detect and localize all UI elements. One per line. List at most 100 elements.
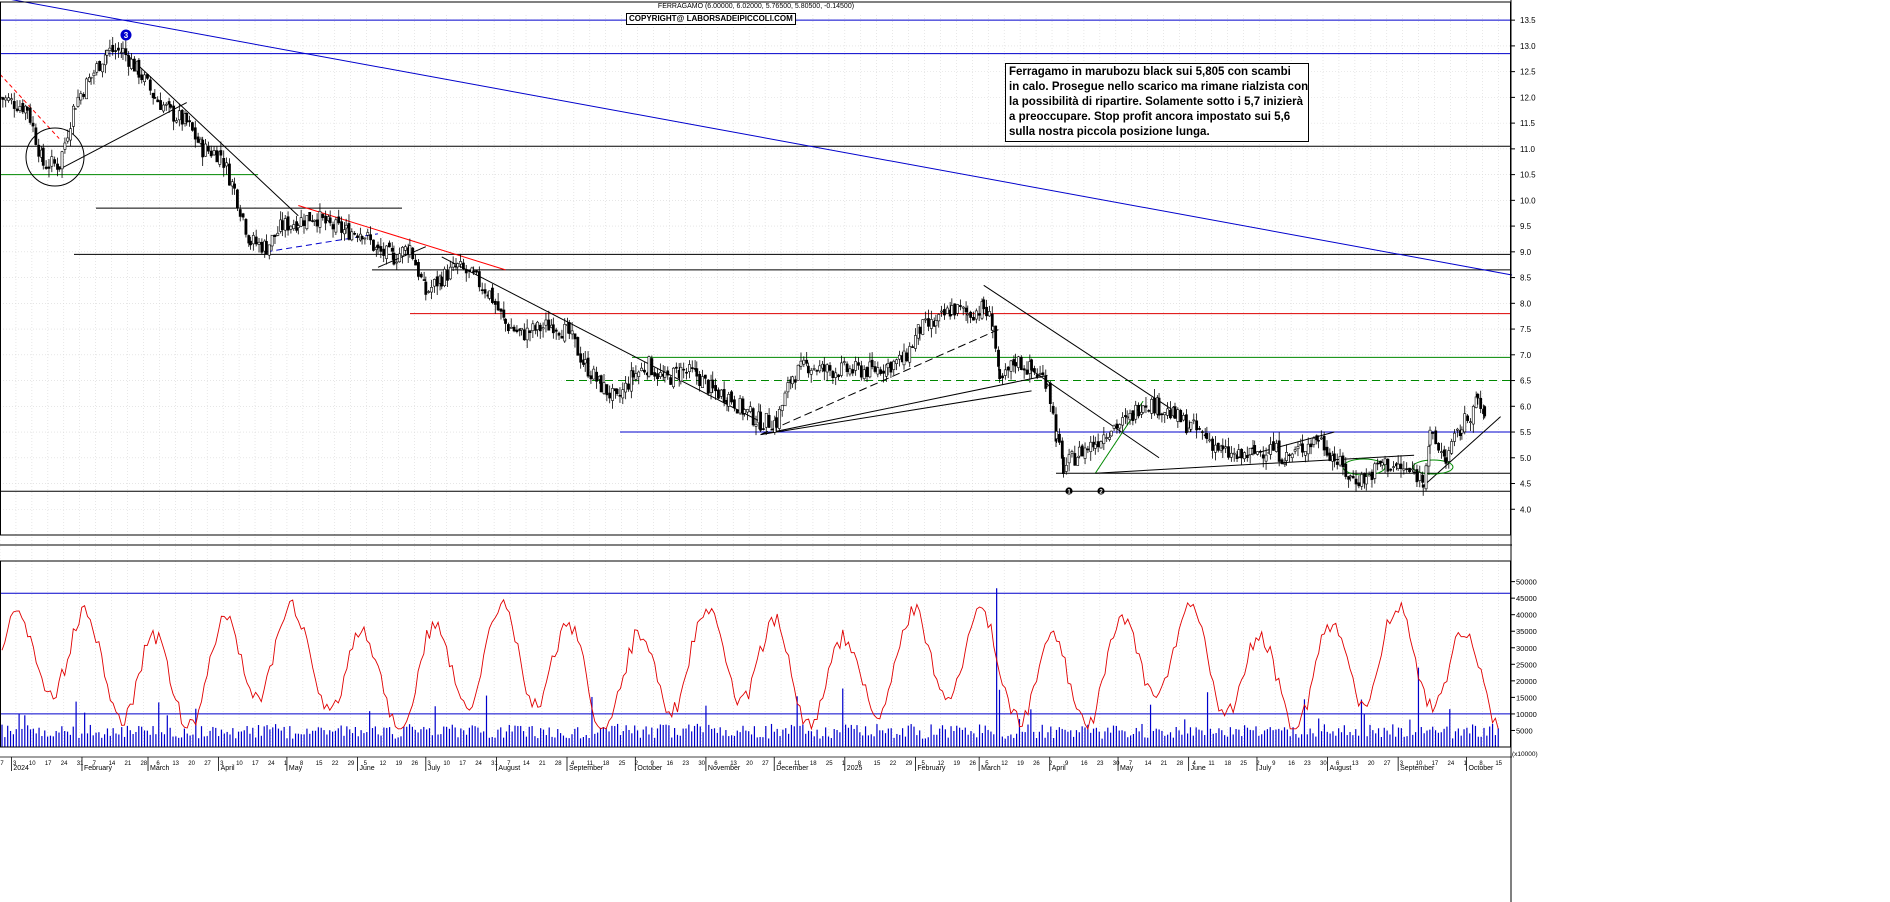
day-tick-label: 7 (1129, 761, 1133, 767)
y-tick-label: 11.0 (1520, 145, 1536, 154)
month-label: July (1259, 765, 1272, 772)
candle-body (21, 103, 25, 113)
candle-body (751, 408, 755, 426)
candle-body (958, 305, 962, 307)
candle-body (1108, 436, 1111, 440)
candle-body (1192, 419, 1196, 422)
candle-body (235, 189, 239, 209)
candle-body (805, 359, 809, 364)
candle-body (132, 58, 136, 72)
candle-body (1137, 404, 1140, 417)
candle-body (493, 300, 497, 305)
candle-body (233, 183, 236, 189)
candle-body (775, 417, 778, 428)
month-label: March (150, 765, 170, 772)
oscillator-line (1, 598, 1499, 731)
candle-body (647, 356, 651, 377)
candle-body (1038, 373, 1042, 375)
day-tick-label: 30 (1113, 761, 1120, 767)
candle-body (732, 399, 736, 409)
candle-body (270, 234, 274, 247)
candle-body (480, 289, 484, 291)
day-tick-label: 19 (953, 761, 960, 767)
candle-body (461, 262, 465, 270)
candle-body (1157, 397, 1161, 416)
note-line: la possibilità di ripartire. Solamente s… (1009, 96, 1303, 108)
candle-body (73, 108, 77, 110)
candle-body (567, 322, 571, 334)
candle-body (390, 247, 394, 252)
day-tick-label: 17 (45, 761, 52, 767)
day-tick-label: 3 (13, 761, 17, 767)
candle-body (528, 330, 532, 334)
candle-body (448, 266, 452, 280)
y-tick-label: 7.5 (1520, 325, 1532, 334)
candle-body (802, 359, 806, 365)
day-tick-label: 13 (1352, 761, 1359, 767)
day-tick-label: 14 (1145, 761, 1152, 767)
candle-body (1386, 458, 1390, 472)
candle-body (812, 368, 816, 370)
candle-body (1466, 415, 1470, 421)
candle-body (1447, 450, 1451, 462)
candle-body (1054, 414, 1058, 442)
candle-body (130, 58, 133, 69)
candle-body (1360, 474, 1364, 487)
candle-body (865, 367, 869, 377)
candle-body (1453, 432, 1456, 442)
candle-body (1160, 413, 1164, 416)
candle-body (1147, 410, 1151, 412)
candle-body (822, 364, 826, 372)
candle-body (815, 370, 819, 372)
candle-body (191, 122, 194, 131)
candle-body (459, 261, 462, 265)
y-tick-label: 6.5 (1520, 377, 1532, 386)
candle-body (247, 235, 251, 244)
candle-body (1118, 424, 1122, 429)
candle-body (1014, 362, 1017, 367)
month-label: February (917, 765, 946, 772)
candle-body (153, 97, 157, 99)
candle-body (10, 98, 13, 101)
month-label: March (981, 765, 1001, 772)
candle-body (950, 305, 954, 315)
candle-body (862, 369, 866, 379)
candle-body (974, 310, 978, 320)
day-tick-label: 23 (1304, 761, 1311, 767)
month-label: April (221, 765, 235, 772)
candle-body (658, 372, 662, 378)
candle-body (296, 225, 300, 228)
candle-body (618, 394, 622, 397)
marker-label: 3 (124, 31, 129, 40)
candle-body (554, 329, 558, 332)
candle-body (143, 74, 147, 83)
candle-body (889, 361, 893, 373)
candle-body (515, 329, 519, 332)
candle-body (1134, 404, 1138, 420)
trendlines (0, 0, 1513, 487)
candle-body (1328, 452, 1332, 461)
candle-body (1309, 443, 1313, 448)
candle-body (1067, 454, 1071, 464)
candle-body (47, 166, 51, 169)
candle-body (222, 157, 226, 168)
candle-body (238, 209, 242, 217)
y-tick-label: 13.0 (1520, 42, 1536, 51)
day-tick-label: 17 (459, 761, 466, 767)
candle-body (969, 311, 973, 318)
candle-body (382, 248, 386, 256)
candle-body (366, 232, 370, 236)
candle-body (1399, 463, 1403, 469)
candle-body (1200, 431, 1204, 433)
candle-body (520, 327, 523, 331)
volume-tick-label: 5000 (1516, 726, 1533, 735)
candle-body (424, 281, 428, 295)
day-tick-label: 14 (523, 761, 530, 767)
candle-body (334, 219, 338, 233)
candle-body (934, 320, 938, 327)
candle-body (260, 241, 264, 253)
day-tick-label: 10 (236, 761, 243, 767)
day-tick-label: 5 (364, 761, 368, 767)
candle-body (1479, 397, 1483, 409)
volume-tick-label: 40000 (1516, 611, 1537, 620)
